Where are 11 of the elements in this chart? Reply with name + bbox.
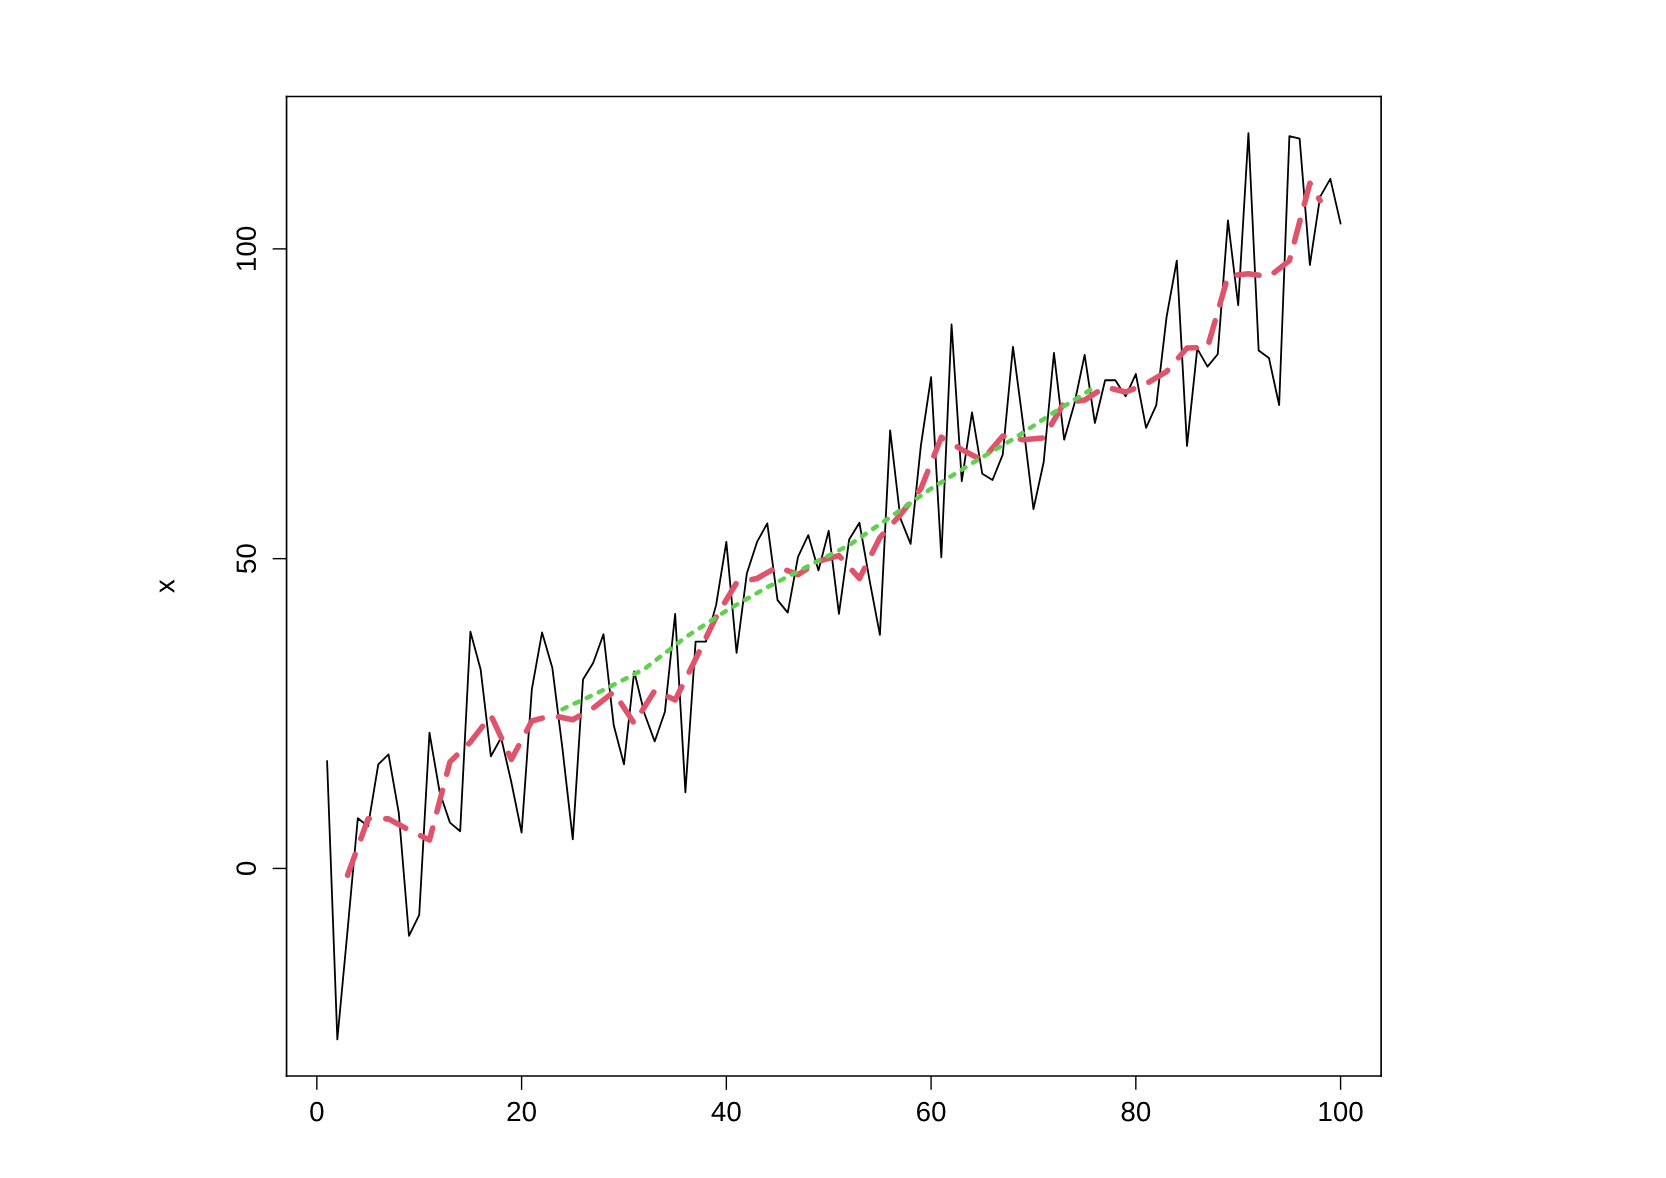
y-tick-label: 50 (236, 544, 257, 573)
y-tick-label: 0 (236, 861, 257, 876)
x-tick-label: 0 (310, 1101, 324, 1122)
x-tick-label: 100 (1319, 1101, 1363, 1122)
x-tick-label: 40 (711, 1101, 741, 1122)
x-tick-label: 20 (507, 1101, 536, 1122)
y-tick-label: 100 (236, 226, 257, 270)
y-axis-title: x (159, 579, 175, 593)
x-tick-label: 80 (1121, 1101, 1151, 1122)
line-series (326, 132, 1342, 1041)
x-tick-label: 60 (917, 1101, 946, 1122)
